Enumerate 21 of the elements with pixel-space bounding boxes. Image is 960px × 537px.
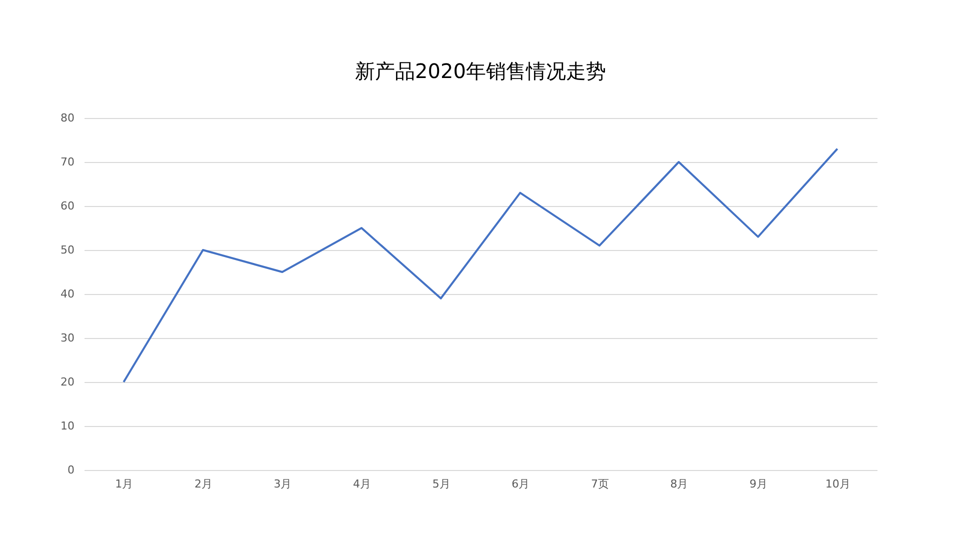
x-tick-label: 6月 [512, 478, 530, 490]
y-tick-label: 30 [60, 332, 74, 344]
y-tick-label: 70 [60, 156, 74, 168]
x-tick-label: 1月 [115, 478, 134, 490]
chart-title: 新产品2020年销售情况走势 [355, 59, 606, 83]
y-tick-label: 20 [60, 376, 74, 388]
x-tick-label: 8月 [670, 478, 688, 490]
x-tick-label: 5月 [432, 478, 450, 490]
y-tick-label: 0 [68, 464, 74, 476]
x-tick-label: 7页 [590, 478, 609, 490]
x-tick-label: 4月 [353, 478, 372, 490]
y-tick-label: 40 [60, 288, 74, 300]
y-tick-label: 50 [60, 244, 74, 256]
x-tick-label: 9月 [750, 478, 768, 490]
x-tick-label: 3月 [274, 478, 292, 490]
y-tick-label: 60 [60, 200, 74, 212]
y-tick-label: 10 [60, 420, 74, 432]
x-tick-label: 10月 [825, 478, 850, 490]
y-tick-label: 80 [60, 112, 74, 124]
line-series [122, 148, 838, 383]
x-tick-label: 2月 [194, 478, 212, 490]
